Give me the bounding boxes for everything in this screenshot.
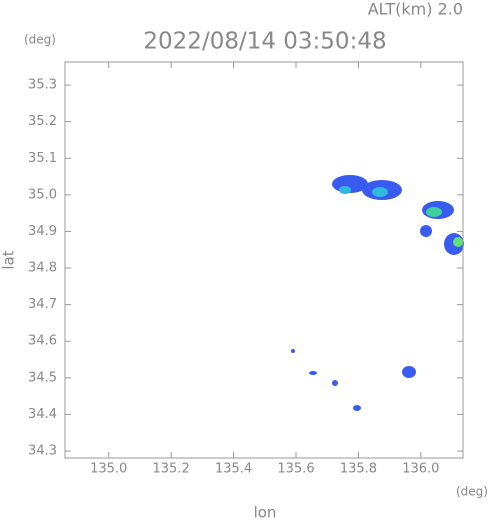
chart-title: 2022/08/14 03:50:48 <box>143 29 386 55</box>
x-tick-label: 135.8 <box>340 462 377 477</box>
y-tick-label: 35.0 <box>28 187 57 202</box>
y-tick-label: 35.3 <box>28 78 57 93</box>
x-tick-label: 136.0 <box>402 462 439 477</box>
y-tick-label: 34.7 <box>28 297 57 312</box>
y-unit: (deg) <box>24 33 56 47</box>
y-tick-label: 35.1 <box>28 151 57 166</box>
y-tick-label: 34.8 <box>28 261 57 276</box>
y-tick-label: 34.5 <box>28 370 57 385</box>
x-tick-label: 135.0 <box>90 462 127 477</box>
plot-frame <box>64 61 464 459</box>
y-tick-label: 35.2 <box>28 114 57 129</box>
y-axis-label: lat <box>0 250 18 269</box>
subtitle: ALT(km) 2.0 <box>368 0 463 19</box>
x-tick-label: 135.2 <box>153 462 190 477</box>
x-axis-label: lon <box>254 504 277 521</box>
y-tick-label: 34.4 <box>28 407 57 422</box>
x-tick-label: 135.6 <box>277 462 314 477</box>
y-tick-label: 34.9 <box>28 224 57 239</box>
x-unit: (deg) <box>456 485 488 499</box>
y-tick-label: 34.3 <box>28 444 57 459</box>
x-tick-label: 135.4 <box>215 462 252 477</box>
y-tick-label: 34.6 <box>28 334 57 349</box>
echoes <box>291 175 464 411</box>
